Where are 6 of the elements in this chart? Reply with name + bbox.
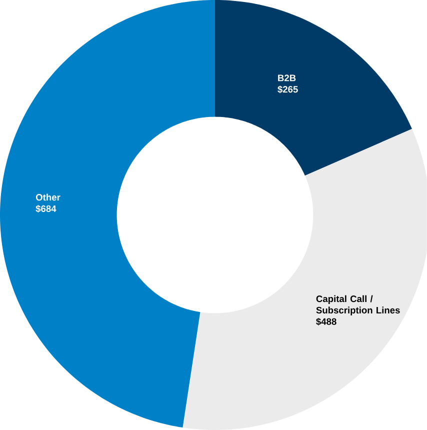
data-label: $488 [316, 318, 336, 326]
data-label: $684 [36, 205, 56, 213]
data-label: $265 [278, 86, 298, 94]
slice-label: B2B [278, 74, 296, 82]
slice-label: Capital Call / Subscription Lines [316, 295, 400, 316]
slice-label: Other [36, 194, 60, 201]
